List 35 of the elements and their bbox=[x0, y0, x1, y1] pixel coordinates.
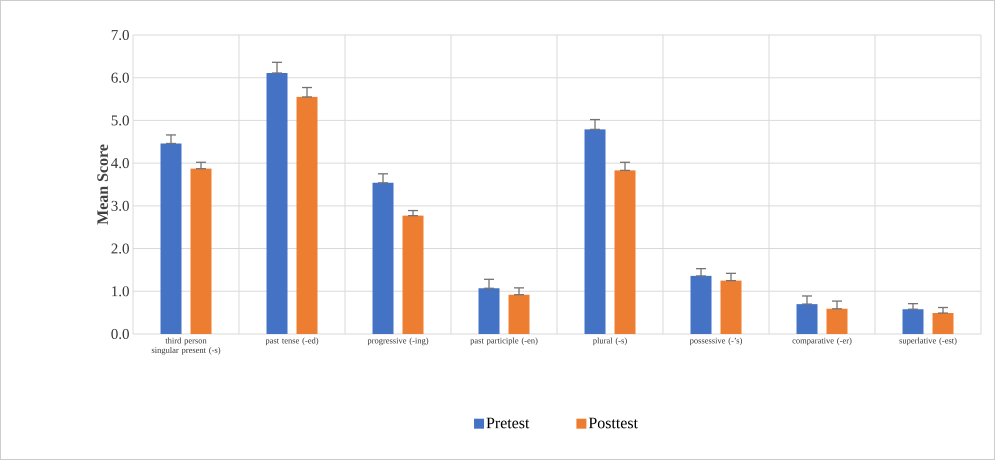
x-tick-label: comparative (-er) bbox=[792, 338, 852, 346]
bar bbox=[720, 280, 742, 334]
x-tick-label: progressive (-ing) bbox=[368, 338, 428, 346]
bar bbox=[902, 309, 924, 334]
x-tick-label: past participle (-en) bbox=[470, 338, 538, 346]
y-tick-label: 6.0 bbox=[111, 72, 129, 83]
y-tick-label: 7.0 bbox=[112, 30, 129, 40]
bar bbox=[690, 276, 712, 334]
y-tick-label: 5.0 bbox=[112, 115, 129, 126]
bar bbox=[508, 294, 530, 334]
legend-label: Pretest bbox=[486, 418, 530, 428]
bar bbox=[932, 313, 954, 334]
y-tick-label: 2.0 bbox=[111, 243, 129, 254]
bar bbox=[614, 170, 636, 334]
legend-label: Posttest bbox=[588, 418, 638, 428]
y-tick-label: 3.0 bbox=[112, 200, 129, 211]
x-tick-label: third person singular present (-s) bbox=[152, 338, 220, 355]
bar bbox=[826, 308, 848, 334]
x-tick-label: superlative (-est) bbox=[899, 338, 957, 346]
bar bbox=[372, 182, 394, 334]
x-tick-label: possessive (-’s) bbox=[690, 338, 742, 346]
bar bbox=[478, 288, 500, 334]
bar bbox=[584, 129, 606, 334]
x-tick-label: plural (-s) bbox=[592, 338, 627, 346]
bar bbox=[160, 143, 182, 334]
bar bbox=[266, 73, 288, 334]
x-tick-label: past tense (-ed) bbox=[266, 338, 318, 346]
bar bbox=[190, 168, 212, 334]
bar bbox=[402, 216, 424, 334]
y-tick-label: 1.0 bbox=[112, 286, 129, 296]
bar bbox=[296, 96, 318, 334]
y-tick-label: 4.0 bbox=[111, 158, 129, 168]
bar bbox=[796, 304, 818, 334]
y-tick-label: 0.0 bbox=[111, 328, 129, 340]
y-axis-title: Mean Score bbox=[97, 144, 108, 225]
